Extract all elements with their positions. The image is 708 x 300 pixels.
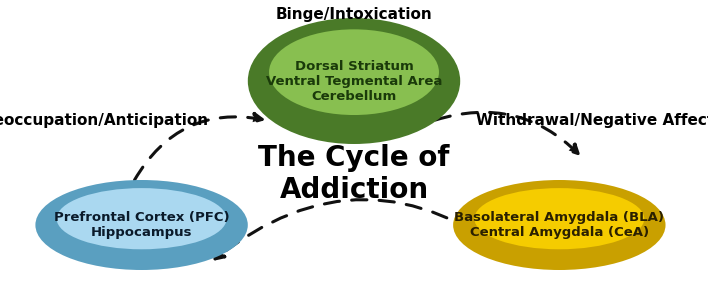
Text: Binge/Intoxication: Binge/Intoxication <box>275 8 433 22</box>
Text: Withdrawal/Negative Affect: Withdrawal/Negative Affect <box>476 112 708 128</box>
Text: Prefrontal Cortex (PFC)
Hippocampus: Prefrontal Cortex (PFC) Hippocampus <box>54 211 229 239</box>
Ellipse shape <box>248 18 460 144</box>
Text: Dorsal Striatum
Ventral Tegmental Area
Cerebellum: Dorsal Striatum Ventral Tegmental Area C… <box>266 59 442 103</box>
Ellipse shape <box>269 29 439 115</box>
Ellipse shape <box>474 188 644 249</box>
Text: Preoccupation/Anticipation: Preoccupation/Anticipation <box>0 112 209 128</box>
Text: The Cycle of
Addiction: The Cycle of Addiction <box>258 144 450 204</box>
Ellipse shape <box>57 188 227 249</box>
Ellipse shape <box>453 180 666 270</box>
Text: Basolateral Amygdala (BLA)
Central Amygdala (CeA): Basolateral Amygdala (BLA) Central Amygd… <box>455 211 664 239</box>
Ellipse shape <box>35 180 248 270</box>
